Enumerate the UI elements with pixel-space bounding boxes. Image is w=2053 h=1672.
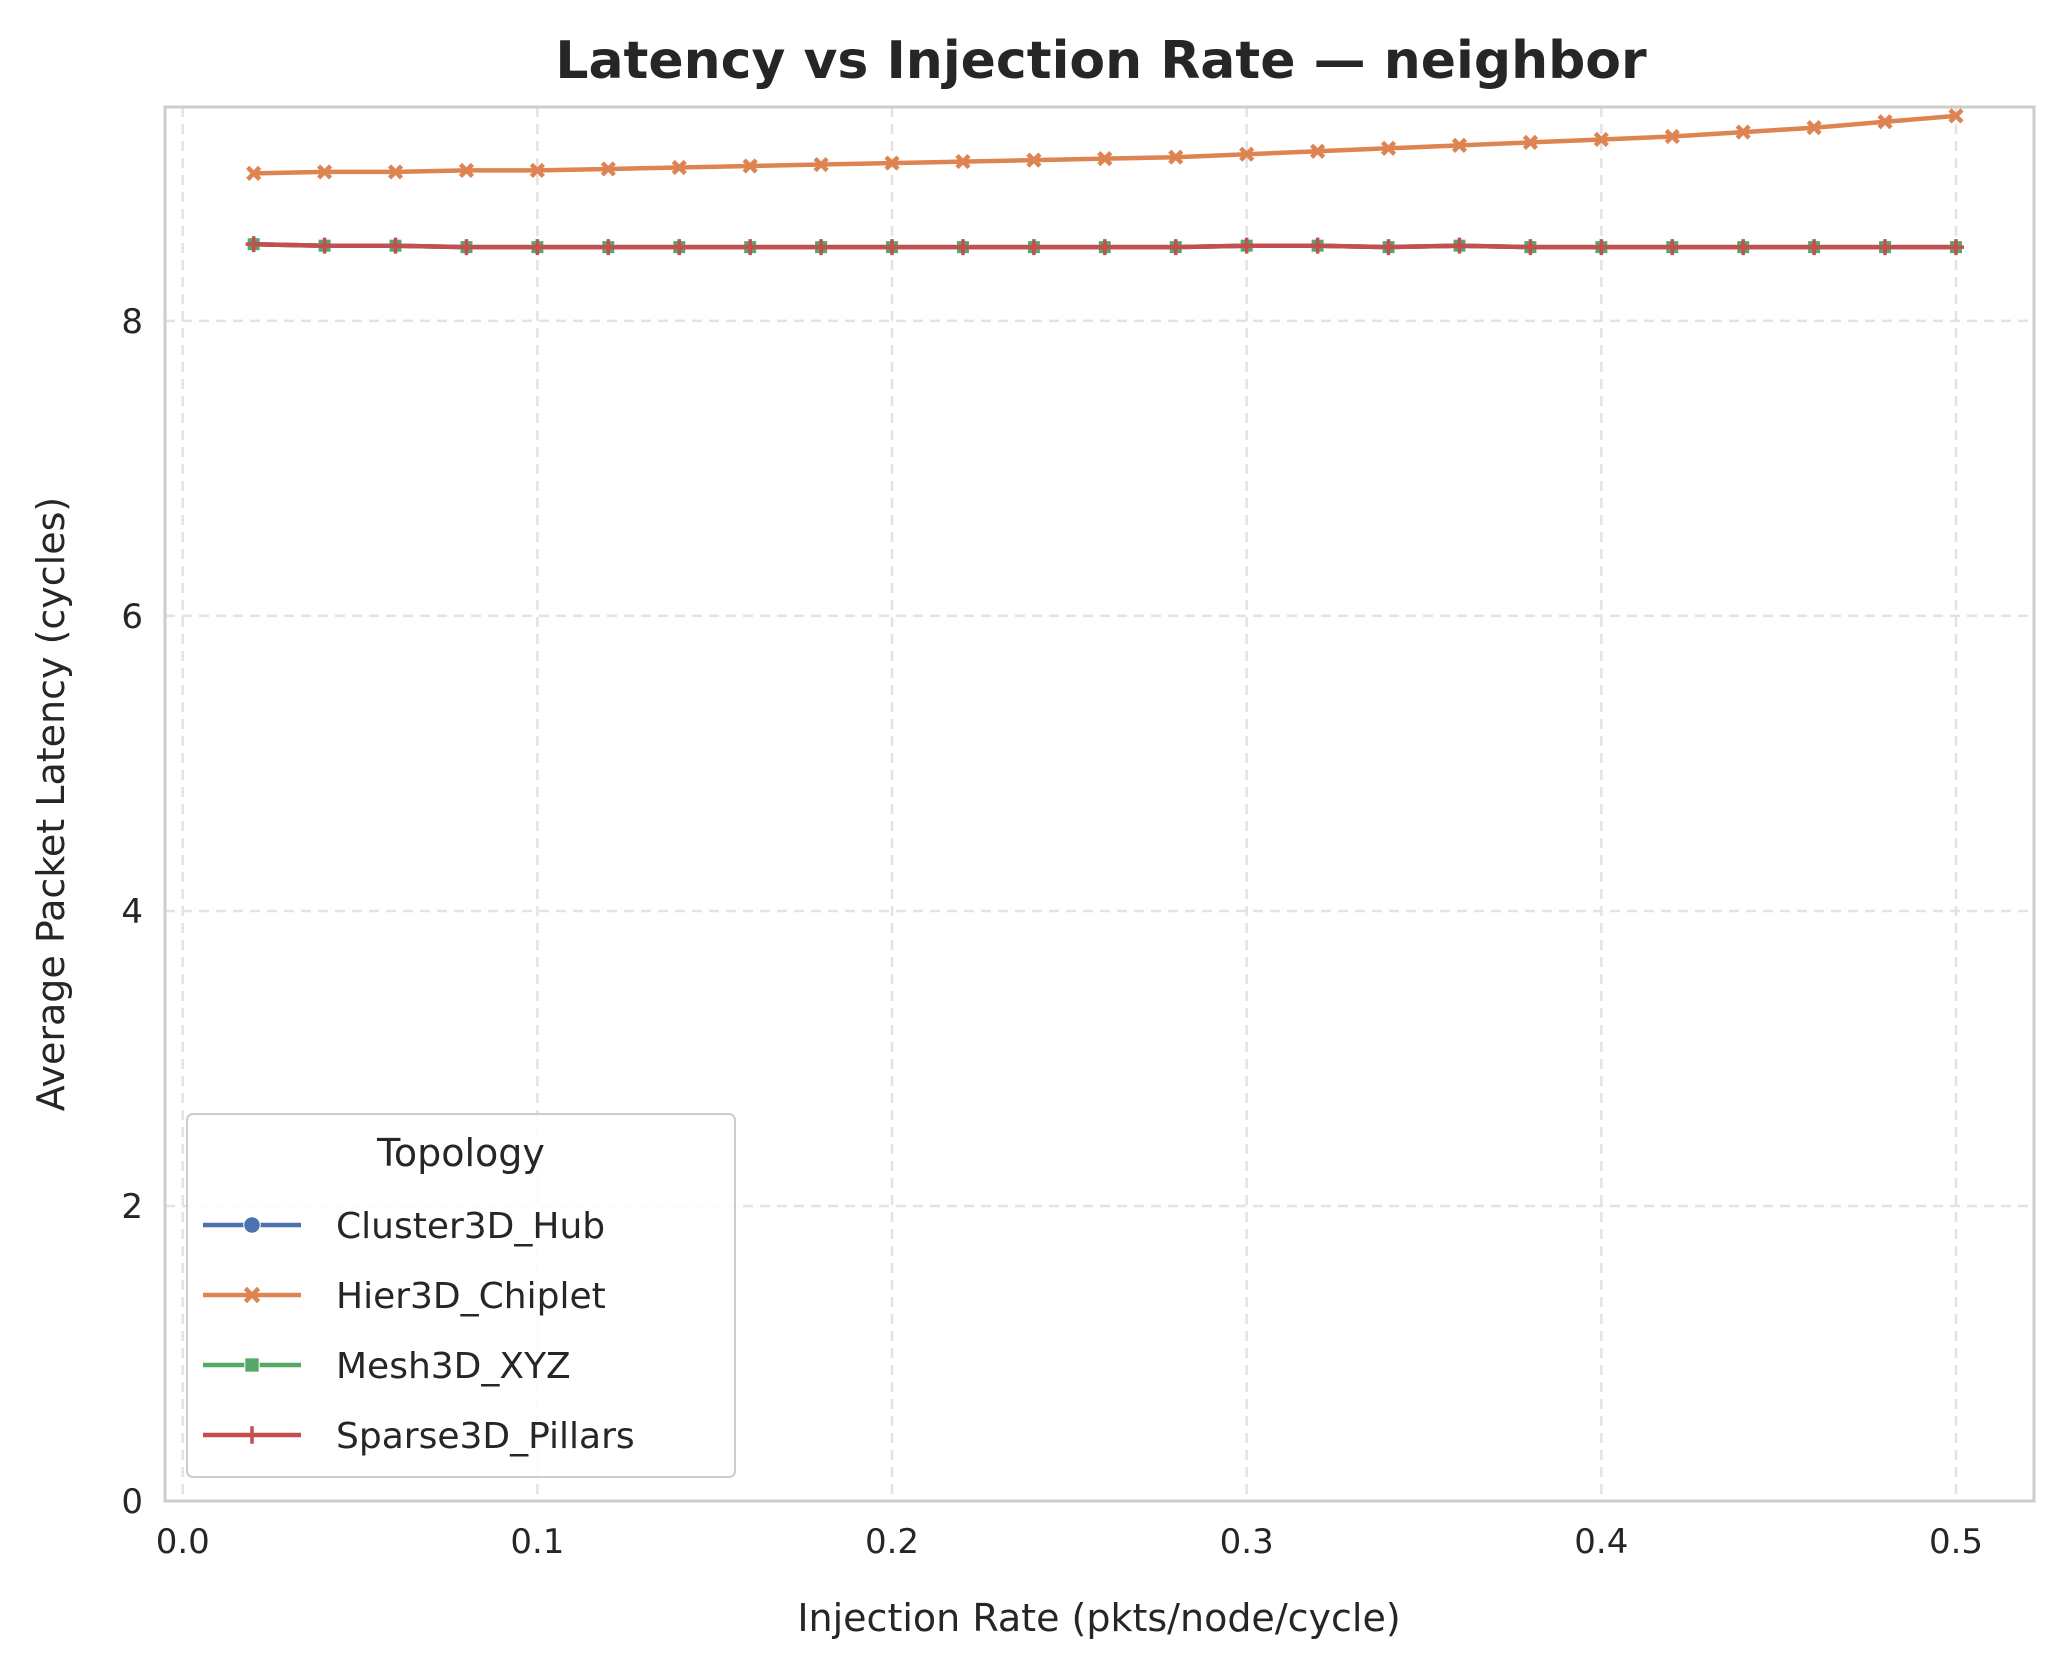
legend-title: Topology	[376, 1131, 545, 1175]
x-tick-label: 0.0	[156, 1522, 210, 1562]
legend-label: Hier3D_Chiplet	[336, 1276, 606, 1317]
x-marker	[1097, 151, 1113, 167]
plus-marker	[316, 237, 333, 254]
plus-marker	[1735, 239, 1752, 256]
x-tick-label: 0.5	[1929, 1522, 1983, 1562]
legend-entry: Cluster3D_Hub	[203, 1206, 605, 1247]
x-marker	[458, 162, 475, 179]
legend-items: Cluster3D_Hub Hier3D_Chiplet Mesh3D_XYZ Spa…	[203, 1206, 635, 1457]
y-tick-label: 2	[121, 1187, 143, 1227]
x-marker	[671, 159, 687, 176]
plus-marker	[1806, 239, 1823, 256]
plus-marker	[243, 1426, 261, 1444]
legend-label: Cluster3D_Hub	[336, 1206, 605, 1247]
legend: Topology Cluster3D_Hub Hier3D_Chiplet Mesh…	[186, 1113, 736, 1478]
plus-marker	[742, 239, 759, 256]
plus-marker	[458, 239, 475, 256]
x-marker	[1522, 134, 1538, 150]
series-hier3d-chiplet	[246, 108, 1964, 181]
plus-marker	[245, 236, 262, 253]
x-marker	[1310, 143, 1326, 159]
plus-marker	[1238, 237, 1255, 254]
plus-marker	[1167, 239, 1184, 256]
x-marker	[813, 156, 829, 173]
x-marker	[1806, 120, 1822, 136]
legend-entry: Sparse3D_Pillars	[203, 1416, 635, 1457]
x-marker	[1451, 137, 1468, 153]
series-layer	[245, 108, 1964, 256]
x-marker	[1026, 152, 1042, 168]
plus-marker	[884, 239, 901, 256]
x-marker	[243, 1286, 261, 1304]
x-tick-label: 0.4	[1574, 1522, 1628, 1562]
y-tick-label: 0	[121, 1482, 143, 1522]
plus-marker	[1664, 239, 1681, 256]
x-tick-label: 0.3	[1220, 1522, 1274, 1562]
chart-title: Latency vs Injection Rate — neighbor	[555, 31, 1647, 91]
x-marker	[1239, 146, 1255, 162]
x-marker	[1168, 149, 1184, 165]
x-marker	[884, 155, 900, 171]
x-marker	[1877, 114, 1893, 130]
y-axis-label: Average Packet Latency (cycles)	[29, 497, 73, 1111]
x-marker	[1948, 108, 1964, 124]
x-marker	[1380, 140, 1397, 156]
plus-marker	[529, 239, 546, 256]
plus-marker	[1309, 237, 1326, 254]
x-tick-label: 0.2	[865, 1522, 919, 1562]
plus-marker	[1096, 239, 1113, 256]
circle-marker	[243, 1216, 261, 1234]
plus-marker	[1451, 237, 1468, 254]
plus-marker	[954, 239, 971, 256]
x-marker	[317, 164, 333, 180]
legend-label: Mesh3D_XYZ	[336, 1346, 571, 1387]
plus-marker	[1025, 239, 1042, 256]
x-axis-label: Injection Rate (pkts/node/cycle)	[797, 1596, 1400, 1640]
plus-marker	[1522, 239, 1539, 256]
x-marker	[742, 158, 758, 174]
x-marker	[246, 165, 262, 181]
x-marker	[1735, 124, 1751, 140]
legend-box	[186, 1113, 736, 1478]
plus-marker	[813, 239, 830, 256]
y-tick-label: 6	[121, 597, 143, 637]
x-tick-label: 0.1	[510, 1522, 564, 1562]
y-tick-label: 8	[121, 302, 143, 342]
plus-marker	[1380, 239, 1397, 256]
x-marker	[387, 164, 404, 180]
legend-entry: Mesh3D_XYZ	[203, 1346, 571, 1387]
x-marker	[600, 161, 616, 177]
tick-labels: 0.0 0.1 0.2 0.3 0.4 0.5 0 2 4 6 8	[121, 302, 1983, 1562]
series-sparse3d-pillars	[245, 236, 1964, 256]
plus-marker	[1947, 239, 1964, 256]
legend-entry: Hier3D_Chiplet	[203, 1276, 606, 1317]
x-marker	[955, 153, 971, 170]
y-tick-label: 4	[121, 892, 143, 932]
plus-marker	[600, 239, 617, 256]
legend-label: Sparse3D_Pillars	[336, 1416, 635, 1457]
x-marker	[1593, 131, 1609, 148]
x-marker	[529, 162, 545, 179]
x-marker	[1664, 128, 1680, 145]
square-marker	[244, 1357, 260, 1373]
plus-marker	[387, 237, 404, 254]
plus-marker	[671, 239, 688, 256]
plus-marker	[1877, 239, 1894, 256]
plus-marker	[1593, 239, 1610, 256]
plot-area-frame	[163, 105, 2036, 1503]
